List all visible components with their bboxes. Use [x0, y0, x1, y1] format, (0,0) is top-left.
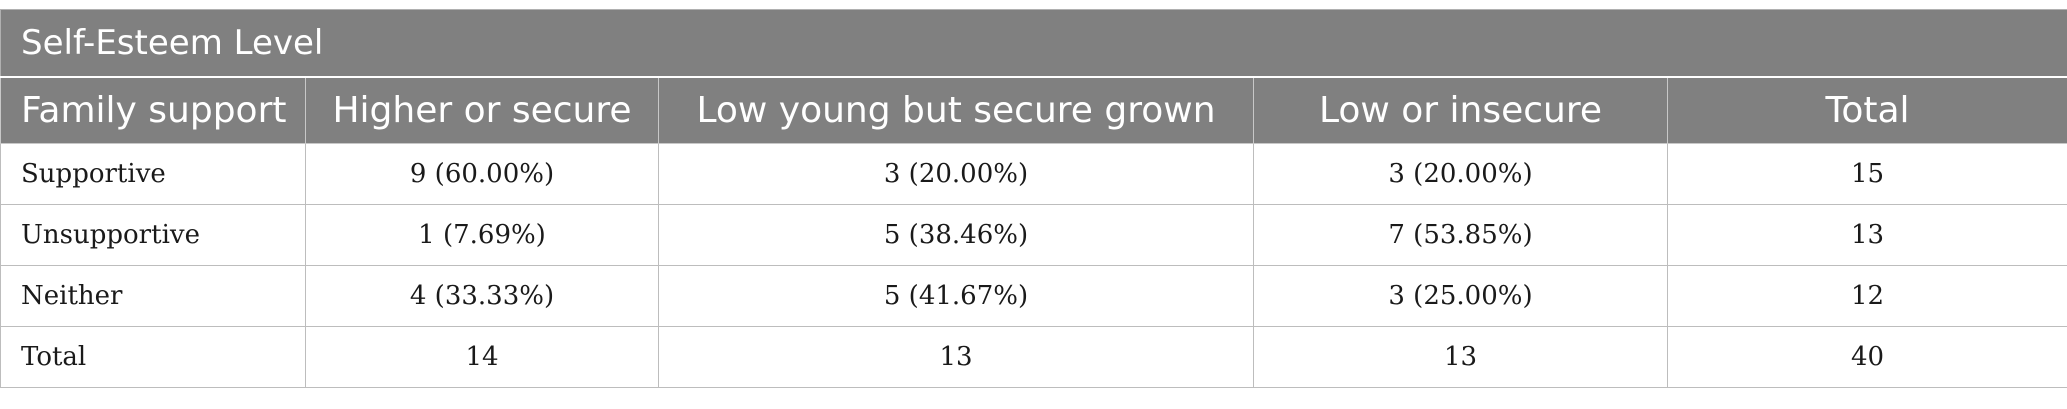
self-esteem-table: Self-Esteem Level Family support Higher …	[0, 9, 2067, 388]
table-row: Unsupportive 1 (7.69%) 5 (38.46%) 7 (53.…	[0, 204, 2067, 266]
column-header-low-young-secure-grown: Low young but secure grown	[658, 76, 1254, 144]
table-row-total: Total 14 13 13 40	[0, 326, 2067, 388]
table-row: Neither 4 (33.33%) 5 (41.67%) 3 (25.00%)…	[0, 265, 2067, 327]
table-cell: 3 (20.00%)	[1253, 143, 1668, 205]
table-cell: 5 (38.46%)	[658, 204, 1254, 266]
table-cell: 3 (20.00%)	[658, 143, 1254, 205]
table-caption-row: Self-Esteem Level	[0, 9, 2067, 78]
table-row: Supportive 9 (60.00%) 3 (20.00%) 3 (20.0…	[0, 143, 2067, 205]
data-table-container: Self-Esteem Level Family support Higher …	[0, 9, 2067, 388]
row-label: Total	[0, 326, 306, 388]
column-header-family-support: Family support	[0, 76, 306, 144]
table-cell: 7 (53.85%)	[1253, 204, 1668, 266]
row-label: Supportive	[0, 143, 306, 205]
column-header-low-or-insecure: Low or insecure	[1253, 76, 1668, 144]
table-cell: 12	[1666, 265, 2067, 327]
table-cell: 1 (7.69%)	[305, 204, 659, 266]
table-cell: 13	[658, 326, 1254, 388]
table-cell: 9 (60.00%)	[305, 143, 659, 205]
table-cell: 40	[1666, 326, 2067, 388]
table-caption: Self-Esteem Level	[0, 9, 2067, 78]
table-cell: 4 (33.33%)	[305, 265, 659, 327]
table-cell: 13	[1666, 204, 2067, 266]
row-label: Neither	[0, 265, 306, 327]
table-cell: 14	[305, 326, 659, 388]
table-cell: 3 (25.00%)	[1253, 265, 1668, 327]
table-cell: 15	[1666, 143, 2067, 205]
table-cell: 13	[1253, 326, 1668, 388]
column-header-total: Total	[1666, 76, 2067, 144]
row-label: Unsupportive	[0, 204, 306, 266]
table-cell: 5 (41.67%)	[658, 265, 1254, 327]
column-header-higher-or-secure: Higher or secure	[305, 76, 659, 144]
table-header-row: Family support Higher or secure Low youn…	[0, 76, 2067, 144]
